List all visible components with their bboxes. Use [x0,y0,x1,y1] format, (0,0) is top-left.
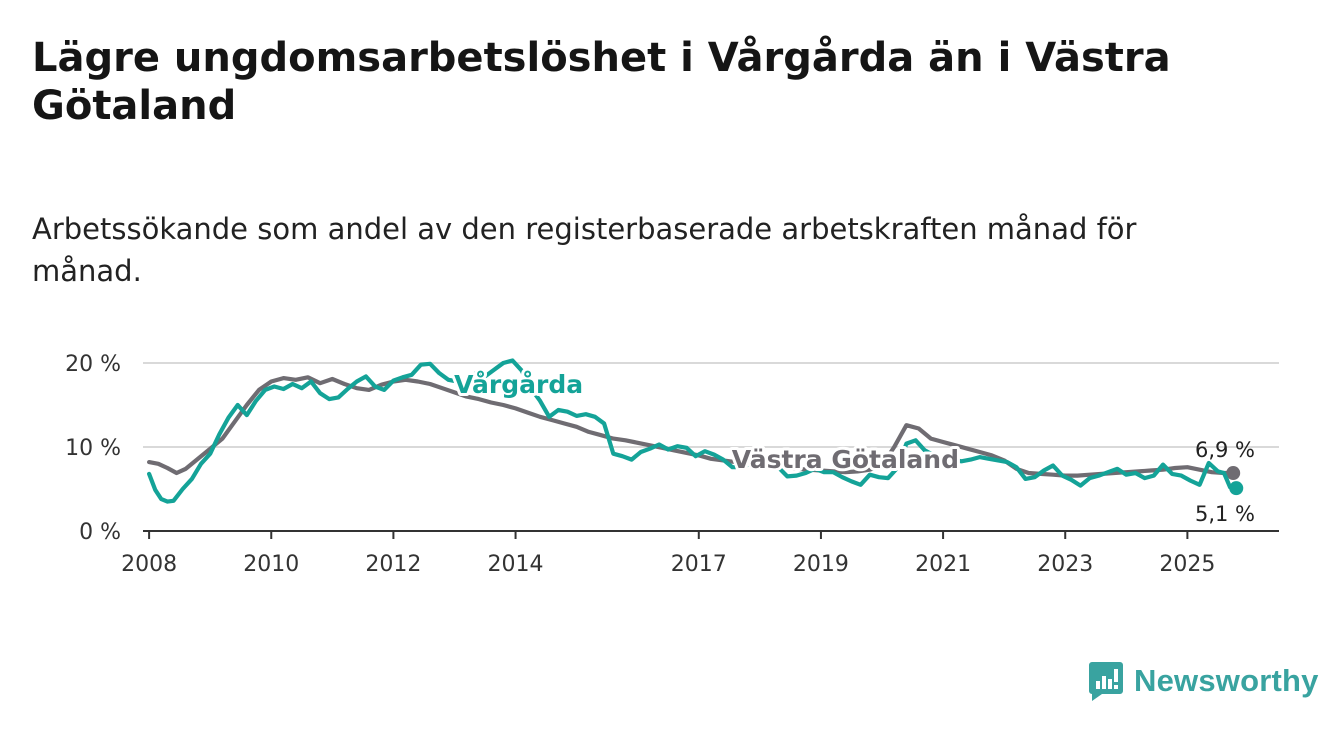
x-tick-label: 2010 [243,552,299,577]
x-tick-label: 2017 [671,552,727,577]
series-endpoint-vastra-gotaland [1226,466,1241,481]
chart-title: Lägre ungdomsarbetslöshet i Vårgårda än … [32,35,1171,129]
x-tick-label: 2019 [793,552,849,577]
y-tick-label: 0 % [79,520,121,545]
end-label-vastra-gotaland: 6,9 % [1195,438,1255,462]
y-tick-label: 20 % [65,352,121,377]
gridlines [143,362,1279,448]
newsworthy-logo-icon [1089,662,1123,701]
y-tick-label: 10 % [65,436,121,461]
axes: 0 % 10 % 20 % 2008 2010 2012 2014 2017 2019 2021 2… [65,352,1279,577]
chart-subtitle: Arbetssökande som andel av den registerb… [32,212,1137,288]
x-tick-label: 2014 [488,552,544,577]
series-label-vastra-gotaland: Västra Götaland [732,445,959,474]
series-lines [147,358,1244,504]
series-label-vastra-gotaland-halo: Västra Götaland [732,445,959,474]
brand-name: Newsworthy [1134,663,1319,698]
line-chart: 0 % 10 % 20 % 2008 2010 2012 2014 2017 2019 2021 2… [65,352,1279,577]
x-tick-label: 2008 [121,552,177,577]
x-tick-label: 2021 [915,552,971,577]
series-line-vargarda [147,358,1239,504]
x-tick-label: 2025 [1159,552,1215,577]
newsworthy-logo: Newsworthy [1088,660,1319,702]
series-endpoint-vargarda [1229,481,1244,496]
series-line-vastra-gotaland [147,375,1236,478]
series-label-vargarda: Vårgårda [454,370,583,399]
series-label-vargarda-halo: Vårgårda [454,370,583,399]
x-tick-label: 2023 [1037,552,1093,577]
x-tick-label: 2012 [365,552,421,577]
end-label-vargarda: 5,1 % [1195,502,1255,526]
